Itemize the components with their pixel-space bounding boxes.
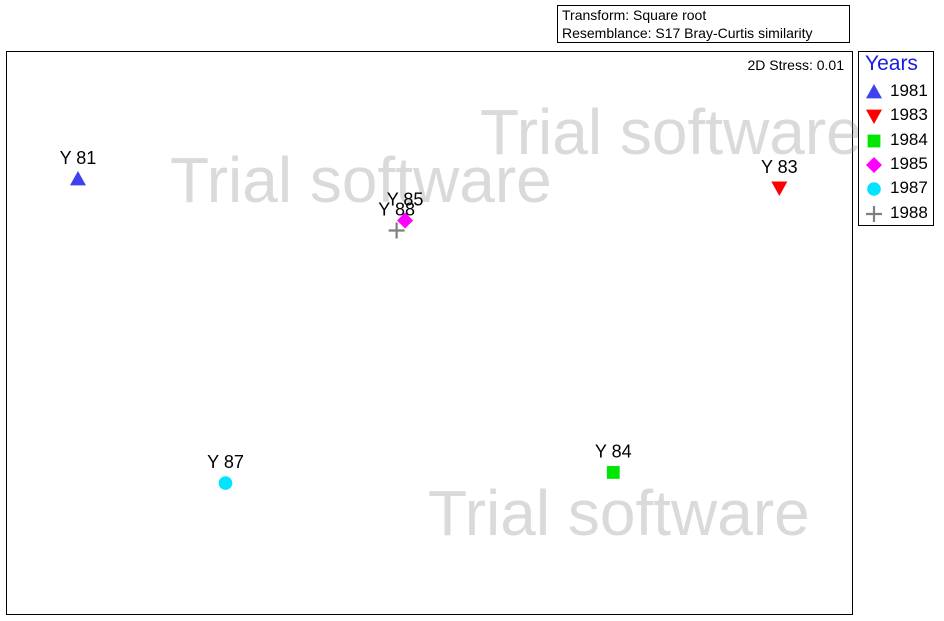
point-label: Y 81 — [60, 148, 97, 168]
point-label: Y 83 — [761, 157, 798, 177]
info-box: Transform: Square root Resemblance: S17 … — [557, 5, 850, 43]
point-label: Y 87 — [207, 452, 244, 472]
legend-item-1984: 1984 — [863, 129, 933, 151]
triangle-up-icon — [866, 84, 882, 99]
point-label: Y 88 — [378, 200, 415, 220]
legend-label: 1987 — [890, 178, 928, 198]
diamond-icon — [866, 156, 882, 173]
legend-label: 1988 — [890, 202, 928, 222]
data-point-1987 — [218, 476, 233, 490]
point-label: Y 84 — [595, 441, 632, 461]
square-icon — [867, 134, 881, 147]
triangle-down-icon — [866, 109, 882, 125]
legend-label: 1983 — [890, 105, 928, 125]
legend-item-1981: 1981 — [863, 80, 933, 102]
data-point-1981 — [69, 171, 86, 186]
circle-icon — [867, 182, 881, 196]
resemblance-label: Resemblance: S17 Bray-Curtis similarity — [562, 25, 813, 41]
legend-item-1985: 1985 — [863, 153, 933, 175]
legend: Years 1981 1983 1984 1985 1987 1988 — [858, 51, 934, 226]
point-label: Y 85 — [387, 189, 424, 209]
stress-label: 2D Stress: 0.01 — [747, 57, 845, 73]
legend-item-1983: 1983 — [863, 104, 933, 126]
legend-label: 1984 — [890, 129, 928, 149]
legend-label: 1985 — [890, 153, 928, 173]
legend-item-1987: 1987 — [863, 177, 933, 199]
legend-label: 1981 — [890, 81, 928, 100]
plus-icon — [866, 205, 882, 222]
legend-item-1988: 1988 — [863, 202, 933, 224]
watermark-text: Trial software — [480, 96, 862, 168]
watermark-text: Trial software — [170, 144, 552, 216]
legend-title: Years — [865, 52, 918, 75]
plot-area: 2D Stress: 0.01 — [6, 51, 853, 615]
transform-label: Transform: Square root — [562, 7, 707, 23]
watermark-text: Trial software — [428, 477, 810, 549]
data-point-1984 — [606, 466, 620, 479]
data-point-1983 — [771, 181, 788, 196]
data-point-1988 — [388, 222, 405, 239]
data-point-1985 — [397, 212, 414, 229]
